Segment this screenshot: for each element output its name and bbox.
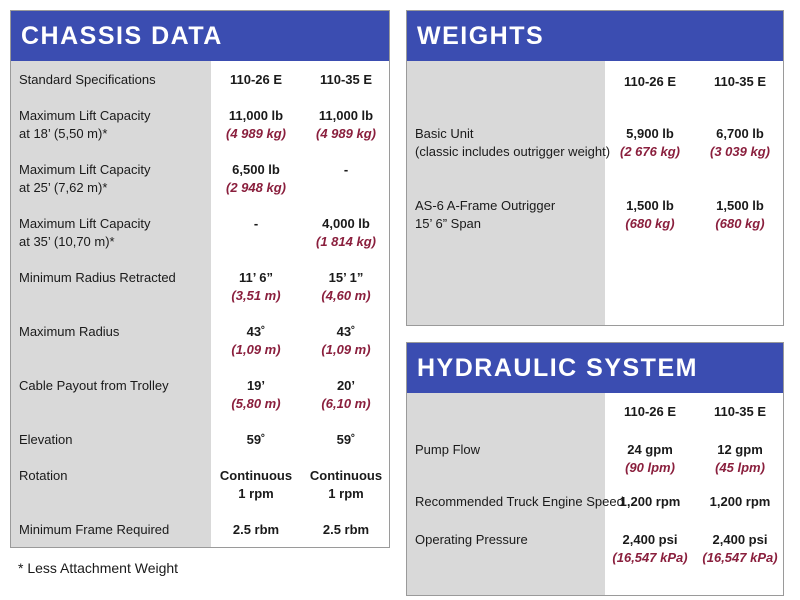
row-value-col1: 1,500 lb	[626, 198, 674, 213]
row-label: Maximum Lift Capacity	[19, 108, 151, 123]
row-value-col1: 2,400 psi	[622, 532, 678, 547]
weights-panel: WEIGHTS 110-26 E 110-35 E Basic Unit (cla…	[406, 10, 784, 326]
row-label: Maximum Lift Capacity	[19, 216, 151, 231]
row-value-col2: 1,200 rpm	[709, 494, 771, 509]
row-metric-col1: 1 rpm	[238, 486, 274, 501]
row-value-col2: 1,500 lb	[716, 198, 764, 213]
row-metric-col2: (680 kg)	[715, 216, 765, 231]
row-metric-col2: (45 lpm)	[715, 460, 765, 475]
row-value-col1: 6,500 lb	[232, 162, 280, 177]
row-metric-col1: (3,51 m)	[231, 288, 281, 303]
row-label: Recommended Truck Engine Speed	[415, 494, 624, 509]
row-value-col1: 1,200 rpm	[619, 494, 681, 509]
row-label: Minimum Radius Retracted	[19, 270, 176, 285]
row-value-col1: 59˚	[246, 432, 266, 447]
weights-title: WEIGHTS	[407, 11, 783, 61]
row-label: Basic Unit	[415, 126, 474, 141]
row-metric-col2: (4 989 kg)	[316, 126, 376, 141]
row-metric-col2: (1,09 m)	[321, 342, 371, 357]
row-value-col2: 6,700 lb	[716, 126, 764, 141]
chassis-col1-header: 110-26 E	[229, 72, 283, 87]
row-metric-col1: (4 989 kg)	[226, 126, 286, 141]
row-value-col2: 59˚	[336, 432, 356, 447]
row-label: Minimum Frame Required	[19, 522, 170, 537]
hydraulic-system-panel: HYDRAULIC SYSTEM 110-26 E 110-35 E Pump …	[406, 342, 784, 596]
row-metric-col1: (2 676 kg)	[620, 144, 680, 159]
row-metric-col2: (6,10 m)	[321, 396, 371, 411]
row-value-col2: 12 gpm	[717, 442, 763, 457]
weights-col2-header: 110-35 E	[713, 74, 767, 89]
weights-col1-header: 110-26 E	[623, 74, 677, 89]
row-metric-col2: (16,547 kPa)	[702, 550, 778, 565]
row-label: AS-6 A-Frame Outrigger	[415, 198, 556, 213]
row-metric-col1: (16,547 kPa)	[612, 550, 688, 565]
row-value-col1: 2.5 rbm	[232, 522, 280, 537]
row-metric-col1: (90 lpm)	[625, 460, 675, 475]
row-label: Cable Payout from Trolley	[19, 378, 169, 393]
row-value-col1: 5,900 lb	[626, 126, 674, 141]
row-label: Rotation	[19, 468, 68, 483]
row-value-col1: 43˚	[246, 324, 266, 339]
chassis-data-title: CHASSIS DATA	[11, 11, 389, 61]
row-metric-col1: (5,80 m)	[231, 396, 281, 411]
row-value-col1: -	[253, 216, 259, 231]
hydraulic-system-title: HYDRAULIC SYSTEM	[407, 343, 783, 393]
row-value-col1: 11,000 lb	[228, 108, 284, 123]
weights-values-column-bg	[605, 61, 783, 325]
row-value-col1: 11’ 6”	[239, 270, 273, 285]
row-label: Operating Pressure	[415, 532, 528, 547]
row-label-sub: at 35’ (10,70 m)*	[19, 234, 115, 249]
chassis-col2-header: 110-35 E	[319, 72, 373, 87]
row-value-col2: 43˚	[336, 324, 356, 339]
row-value-col2: 2.5 rbm	[322, 522, 370, 537]
row-label: Pump Flow	[415, 442, 481, 457]
row-label-sub: (classic includes outrigger weight)	[415, 144, 611, 159]
spec-header-label: Standard Specifications	[19, 72, 156, 87]
row-metric-col2: (4,60 m)	[321, 288, 371, 303]
row-value-col1: 19’	[246, 378, 266, 393]
hydraulic-col2-header: 110-35 E	[713, 404, 767, 419]
row-value-col2: Continuous	[309, 468, 383, 483]
row-label-sub: at 25’ (7,62 m)*	[19, 180, 108, 195]
row-value-col2: 20’	[336, 378, 356, 393]
row-label: Maximum Radius	[19, 324, 120, 339]
row-metric-col1: (680 kg)	[625, 216, 675, 231]
row-metric-col2: 1 rpm	[328, 486, 364, 501]
hydraulic-values-column-bg	[605, 393, 783, 595]
hydraulic-col1-header: 110-26 E	[623, 404, 677, 419]
row-value-col2: 4,000 lb	[322, 216, 370, 231]
row-value-col2: 2,400 psi	[712, 532, 768, 547]
row-metric-col1: (2 948 kg)	[226, 180, 286, 195]
row-value-col2: -	[343, 162, 349, 177]
row-label-sub: at 18’ (5,50 m)*	[19, 126, 108, 141]
row-value-col2: 15’ 1”	[328, 270, 364, 285]
row-label: Maximum Lift Capacity	[19, 162, 151, 177]
chassis-data-panel: CHASSIS DATA Standard Specifications 110…	[10, 10, 390, 548]
row-metric-col1: (1,09 m)	[231, 342, 281, 357]
row-label-sub: 15’ 6” Span	[415, 216, 482, 231]
footnote: * Less Attachment Weight	[18, 560, 179, 576]
row-value-col1: Continuous	[219, 468, 293, 483]
row-metric-col2: (3 039 kg)	[710, 144, 770, 159]
row-value-col2: 11,000 lb	[318, 108, 374, 123]
row-metric-col2: (1 814 kg)	[316, 234, 376, 249]
row-value-col1: 24 gpm	[627, 442, 673, 457]
row-label: Elevation	[19, 432, 73, 447]
chassis-values-column-bg	[211, 61, 389, 547]
